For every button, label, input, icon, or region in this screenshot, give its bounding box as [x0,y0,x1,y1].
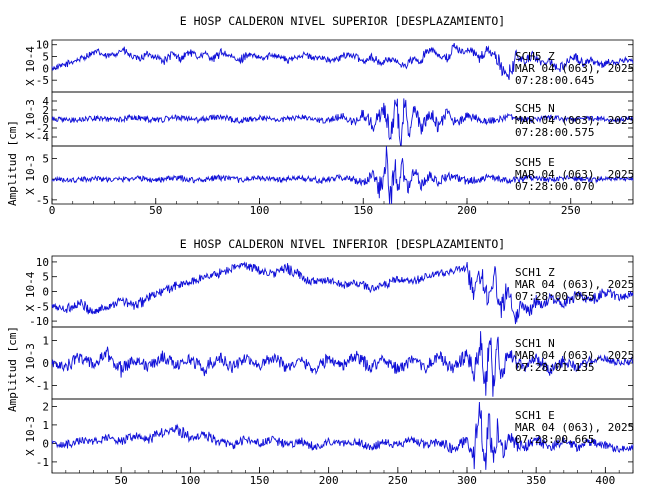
waveform-trace [51,145,634,205]
y-tick-label: -10 [29,315,49,328]
y-tick-label: 10 [36,256,49,269]
record-time: 07:28:00.575 [515,126,594,139]
x-tick-label: 250 [388,474,408,487]
x-tick-label: 200 [319,474,339,487]
record-date: MAR 04 (063), 2025 [515,114,634,127]
x-tick-label: 50 [149,204,162,217]
x-tick-label: 350 [526,474,546,487]
y-tick-label: 10 [36,39,49,52]
station-label: SCH1 Z [515,266,555,279]
panel-title: E HOSP CALDERON NIVEL INFERIOR [DESPLAZA… [180,237,505,251]
x-tick-label: 150 [353,204,373,217]
scale-label: X 10-3 [24,155,37,195]
y-tick-label: -1 [36,380,49,393]
y-tick-label: -1 [36,456,49,469]
y-tick-label: 0 [42,113,49,126]
x-tick-label: 0 [49,204,56,217]
x-tick-label: 100 [180,474,200,487]
y-tick-label: -4 [36,131,50,144]
x-tick-label: 50 [115,474,128,487]
scale-label: X 10-3 [24,99,37,139]
scale-label: X 10-4 [24,46,37,86]
y-tick-label: -5 [36,300,49,313]
x-tick-label: 150 [250,474,270,487]
x-tick-label: 400 [595,474,615,487]
y-axis-label: Amplitud [cm] [6,326,19,412]
seismogram-panel-1: E HOSP CALDERON NIVEL SUPERIOR [DESPLAZA… [6,14,634,217]
y-tick-label: 0 [42,62,49,75]
y-tick-label: 0 [42,286,49,299]
y-tick-label: 4 [42,95,49,108]
record-date: MAR 04 (063), 2025 [515,349,634,362]
x-tick-label: 300 [457,474,477,487]
y-tick-label: 2 [42,400,49,413]
station-label: SCH5 E [515,156,555,169]
x-tick-label: 200 [457,204,477,217]
x-tick-label: 100 [250,204,270,217]
y-tick-label: 5 [42,51,49,64]
waveform-trace [51,261,634,325]
record-time: 07:28:00.645 [515,74,594,87]
y-tick-label: -5 [36,194,49,207]
y-tick-label: 1 [42,419,49,432]
y-tick-label: 0 [42,357,49,370]
record-time: 07:28:00.665 [515,433,594,446]
station-label: SCH1 E [515,409,555,422]
station-label: SCH1 N [515,337,555,350]
seismogram-panel-2: E HOSP CALDERON NIVEL INFERIOR [DESPLAZA… [6,237,634,487]
y-tick-label: 1 [42,335,49,348]
panel-title: E HOSP CALDERON NIVEL SUPERIOR [DESPLAZA… [180,14,505,28]
waveform-trace [51,43,634,81]
record-date: MAR 04 (063), 2025 [515,168,634,181]
y-tick-label: 0 [42,173,49,186]
record-date: MAR 04 (063), 2025 [515,278,634,291]
record-date: MAR 04 (063), 2025 [515,62,634,75]
y-tick-label: 5 [42,152,49,165]
waveform-trace [51,331,634,397]
y-tick-label: 5 [42,271,49,284]
record-time: 07:28:00.055 [515,290,594,303]
record-date: MAR 04 (063), 2025 [515,421,634,434]
waveform-trace [51,98,634,147]
scale-label: X 10-4 [24,271,37,311]
waveform-trace [51,401,634,470]
x-tick-label: 250 [561,204,581,217]
scale-label: X 10-3 [24,416,37,456]
scale-label: X 10-3 [24,343,37,383]
record-time: 07:28:00.070 [515,180,594,193]
record-time: 07:28:01.135 [515,361,594,374]
y-tick-label: -5 [36,74,49,87]
y-tick-label: 0 [42,437,49,450]
y-tick-label: -2 [36,122,49,135]
y-axis-label: Amplitud [cm] [6,120,19,206]
y-tick-label: 2 [42,104,49,117]
station-label: SCH5 N [515,102,555,115]
station-label: SCH5 Z [515,50,555,63]
